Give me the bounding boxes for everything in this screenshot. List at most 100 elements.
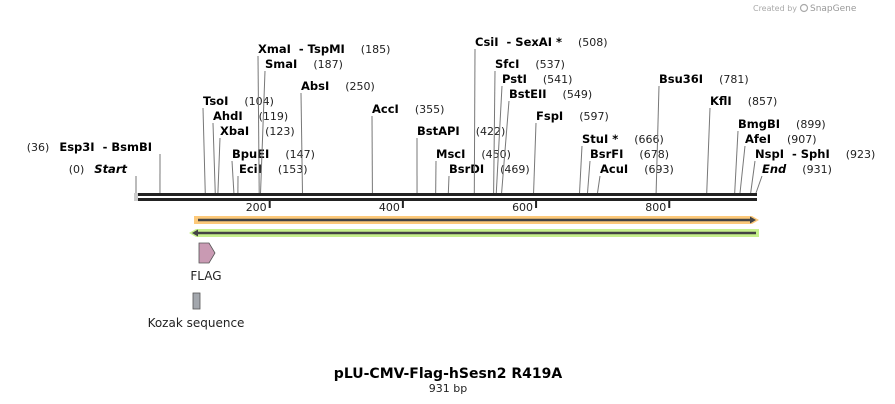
map-length: 931 bp — [429, 382, 467, 395]
enzyme-site[interactable]: AfeI (907) — [745, 132, 817, 146]
site-line — [202, 107, 206, 194]
flag-feature-arrow[interactable] — [198, 242, 216, 264]
enzyme-site[interactable]: Bsu36I (781) — [659, 72, 749, 86]
enzyme-site[interactable]: BsrFI (678) — [590, 147, 669, 161]
site-line — [533, 122, 537, 194]
tick-mark — [401, 201, 404, 208]
enzyme-name: Esp3I - BsmBI — [59, 140, 152, 154]
enzyme-name: BsrDI — [449, 162, 484, 176]
enzyme-site[interactable]: (0) Start — [69, 162, 128, 176]
enzyme-position: (147) — [285, 148, 315, 161]
site-line — [734, 130, 739, 194]
enzyme-site[interactable]: TsoI (104) — [203, 94, 274, 108]
ruler: 200 400 600 800 — [246, 201, 671, 214]
site-line — [750, 160, 756, 194]
map-title: pLU-CMV-Flag-hSesn2 R419A — [334, 366, 563, 382]
backbone — [134, 193, 757, 201]
feature-flag[interactable]: FLAG — [190, 242, 222, 283]
enzyme-site[interactable]: EciI (153) — [239, 162, 308, 176]
site-line — [495, 85, 503, 194]
enzyme-name: CsiI - SexAI * — [475, 35, 562, 49]
enzyme-position: (693) — [644, 163, 674, 176]
enzyme-name: AbsI — [301, 79, 329, 93]
enzyme-position: (0) — [69, 163, 85, 176]
enzyme-position: (104) — [244, 95, 274, 108]
tick-mark — [535, 201, 538, 208]
site-line — [655, 85, 660, 194]
enzyme-site[interactable]: AhdI (119) — [213, 109, 288, 123]
backbone-bottom-strand — [138, 198, 757, 201]
arrow-left-icon — [192, 229, 198, 237]
enzyme-site[interactable]: BstEII (549) — [509, 87, 592, 101]
site-line — [501, 100, 510, 194]
enzyme-position: (931) — [802, 163, 832, 176]
enzyme-site[interactable]: End (931) — [762, 162, 832, 176]
enzyme-site[interactable]: AbsI (250) — [301, 79, 375, 93]
enzyme-name: End — [762, 162, 787, 176]
feature-green-arrow[interactable] — [189, 229, 759, 237]
enzyme-site[interactable]: BpuEI (147) — [232, 147, 315, 161]
enzyme-site[interactable]: BsrDI (469) — [449, 162, 530, 176]
enzyme-position: (355) — [415, 103, 445, 116]
enzyme-site[interactable]: PstI (541) — [502, 72, 572, 86]
enzyme-site[interactable]: XmaI - TspMI (185) — [258, 42, 390, 56]
enzyme-position: (508) — [578, 36, 608, 49]
site-line — [493, 70, 496, 194]
enzyme-site[interactable]: AcuI (693) — [600, 162, 674, 176]
enzyme-site[interactable]: BmgBI (899) — [738, 117, 826, 131]
restriction-sites: (0) Start (36) Esp3I - BsmBI TsoI (104)AhdI (1… — [27, 35, 875, 194]
enzyme-name: AfeI — [745, 132, 771, 146]
enzyme-site[interactable]: SfcI (537) — [495, 57, 565, 71]
arrow-right-icon — [750, 216, 756, 224]
enzyme-name: SfcI — [495, 57, 519, 71]
enzyme-name: BstAPI — [417, 124, 460, 138]
site-line — [212, 122, 216, 194]
enzyme-site[interactable]: XbaI (123) — [220, 124, 295, 138]
tick-label: 600 — [512, 201, 533, 214]
feature-orange-arrow[interactable] — [194, 216, 759, 224]
enzyme-site[interactable]: NspI - SphI (923) — [755, 147, 875, 161]
enzyme-position: (923) — [846, 148, 876, 161]
enzyme-position: (250) — [345, 80, 375, 93]
enzyme-name: XmaI - TspMI — [258, 42, 345, 56]
enzyme-position: (549) — [563, 88, 593, 101]
enzyme-name: StuI * — [582, 132, 618, 146]
enzyme-name: AhdI — [213, 109, 243, 123]
enzyme-site[interactable]: FspI (597) — [536, 109, 609, 123]
site-line — [579, 145, 583, 194]
tick-label: 400 — [379, 201, 400, 214]
enzyme-name: FspI — [536, 109, 563, 123]
enzyme-position: (537) — [535, 58, 565, 71]
tick-label: 800 — [645, 201, 666, 214]
snapgene-logo-icon — [799, 3, 809, 13]
site-line — [231, 160, 235, 194]
enzyme-position: (119) — [259, 110, 289, 123]
enzyme-site[interactable]: StuI * (666) — [582, 132, 664, 146]
enzyme-name: BstEII — [509, 87, 547, 101]
enzyme-name: NspI - SphI — [755, 147, 830, 161]
enzyme-site[interactable]: MscI (450) — [436, 147, 511, 161]
credit-brand: SnapGene — [810, 4, 857, 14]
enzyme-site[interactable]: AccI (355) — [372, 102, 444, 116]
site-line — [300, 92, 303, 194]
site-line — [260, 70, 266, 194]
enzyme-name: AccI — [372, 102, 399, 116]
enzyme-name: XbaI — [220, 124, 249, 138]
enzyme-site[interactable]: BstAPI (422) — [417, 124, 505, 138]
flag-label: FLAG — [190, 269, 221, 283]
enzyme-site[interactable]: (36) Esp3I - BsmBI — [27, 140, 152, 154]
enzyme-site[interactable]: SmaI (187) — [265, 57, 343, 71]
enzyme-site[interactable]: KflI (857) — [710, 94, 777, 108]
enzyme-position: (185) — [361, 43, 391, 56]
snapgene-credit: Created by SnapGene — [753, 3, 857, 14]
enzyme-site[interactable]: CsiI - SexAI * (508) — [475, 35, 608, 49]
enzyme-position: (187) — [313, 58, 343, 71]
enzyme-name: BpuEI — [232, 147, 269, 161]
backbone-start-cap — [134, 193, 138, 201]
kozak-feature-box[interactable] — [192, 292, 201, 310]
enzyme-position: (541) — [543, 73, 573, 86]
feature-kozak[interactable]: Kozak sequence — [148, 292, 245, 330]
enzyme-position: (123) — [265, 125, 295, 138]
enzyme-name: SmaI — [265, 57, 297, 71]
enzyme-name: PstI — [502, 72, 527, 86]
